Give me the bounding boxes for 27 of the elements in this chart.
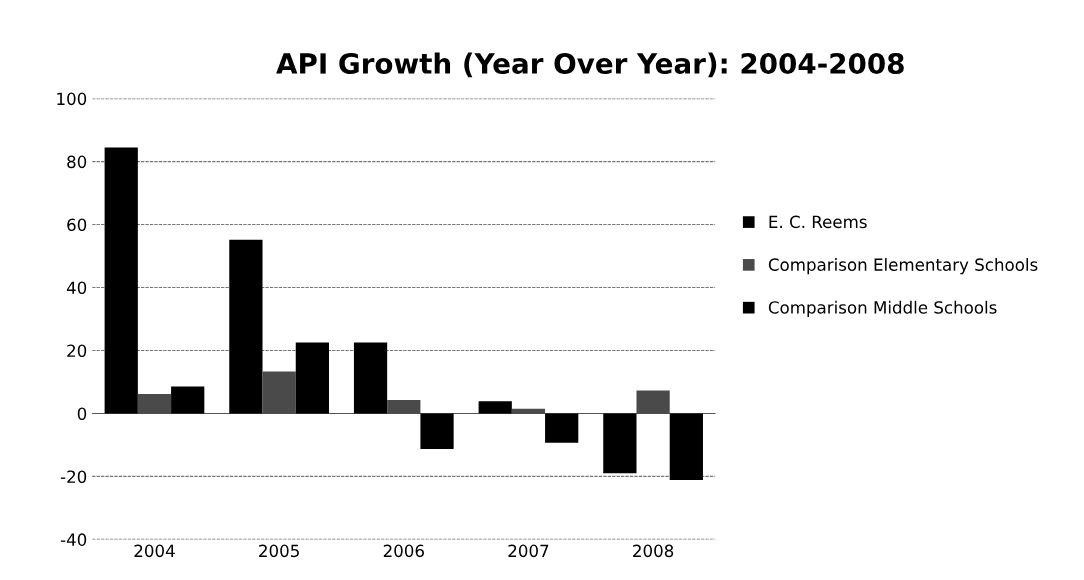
y-tick-label: -40 bbox=[60, 533, 87, 546]
chart-title: API Growth (Year Over Year): 2004-2008 bbox=[276, 52, 904, 78]
legend-label: E. C. Reems bbox=[769, 215, 867, 229]
x-tick-label: 2008 bbox=[633, 544, 674, 558]
x-tick-label: 2004 bbox=[134, 544, 175, 558]
y-tick-label: 100 bbox=[57, 92, 87, 106]
y-tick-label: -20 bbox=[60, 470, 87, 483]
y-tick-label: 0 bbox=[77, 407, 87, 421]
x-tick-label: 2006 bbox=[383, 544, 424, 558]
bar bbox=[545, 413, 579, 443]
x-tick-label: 2007 bbox=[508, 544, 549, 558]
bar bbox=[353, 342, 388, 414]
bar bbox=[295, 342, 329, 414]
bar bbox=[669, 413, 703, 480]
y-tick-label: 40 bbox=[66, 281, 87, 295]
bar bbox=[104, 147, 138, 414]
bar bbox=[603, 413, 637, 474]
bar bbox=[420, 413, 454, 450]
legend-label: Comparison Elementary Schools bbox=[768, 258, 1038, 275]
x-tick-label: 2005 bbox=[259, 544, 299, 558]
bar bbox=[229, 239, 263, 414]
legend-label: Comparison Middle Schools bbox=[768, 300, 997, 317]
y-tick-label: 60 bbox=[67, 218, 87, 232]
bar bbox=[171, 386, 205, 414]
y-tick-label: 20 bbox=[67, 344, 87, 358]
bar bbox=[478, 401, 512, 414]
y-tick-label: 80 bbox=[67, 155, 87, 169]
